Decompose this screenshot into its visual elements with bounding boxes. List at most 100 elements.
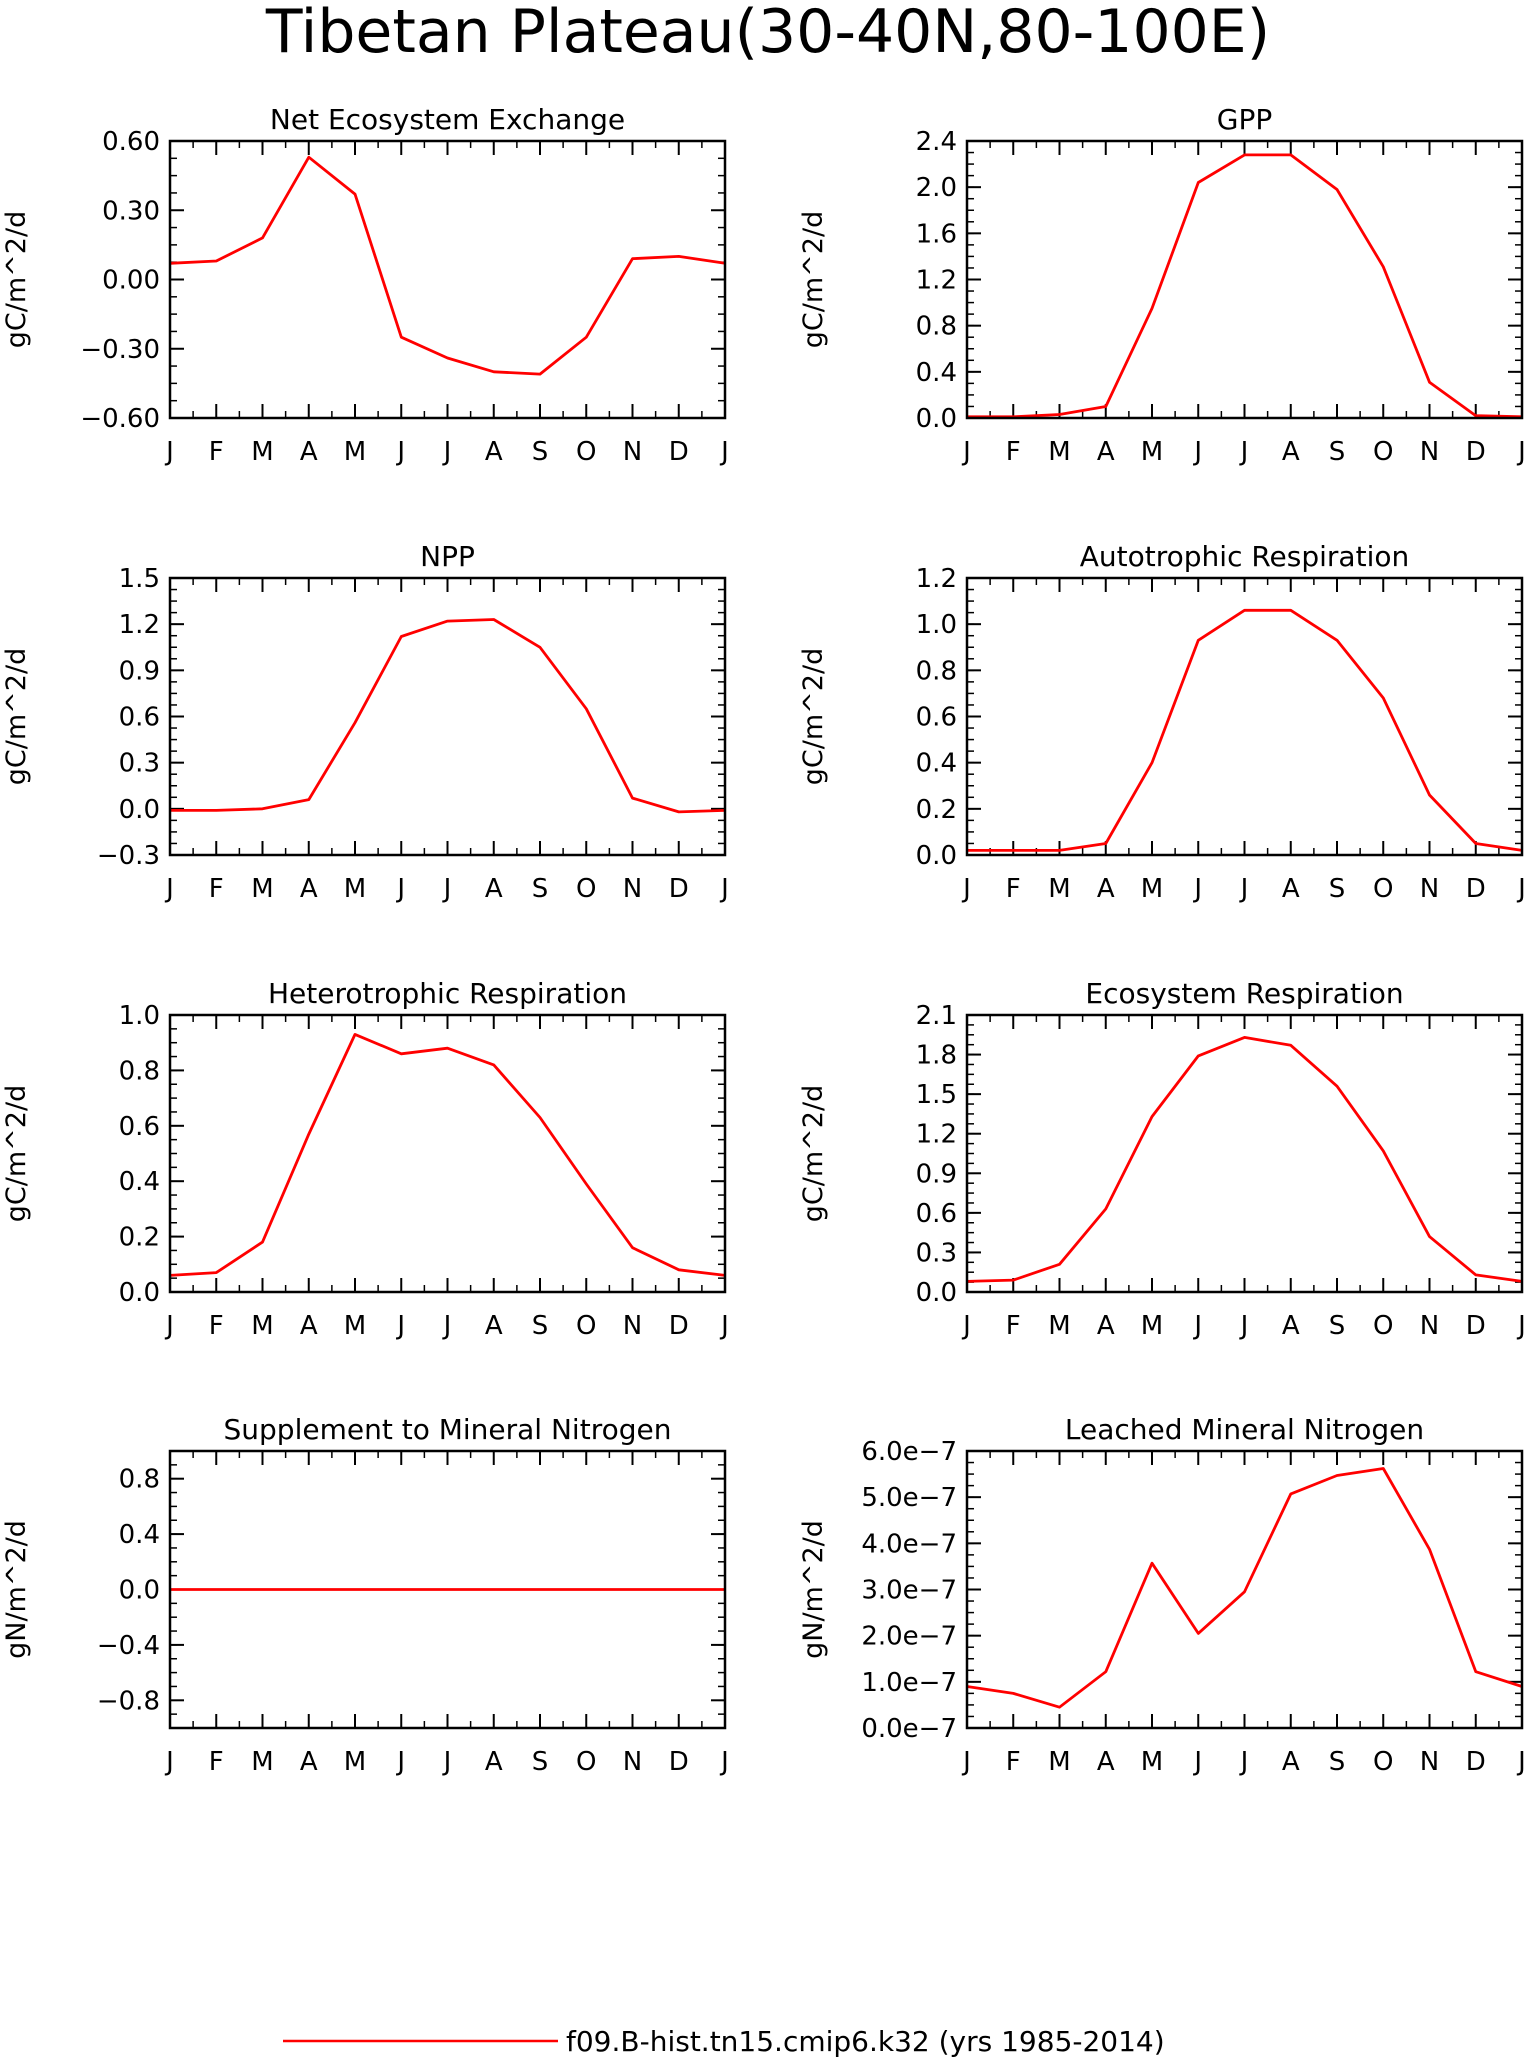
x-tick-label: A	[485, 1747, 503, 1777]
y-tick-label: 0.4	[916, 749, 957, 779]
x-tick-label: J	[1239, 1311, 1249, 1341]
y-tick-label: 5.0e−7	[861, 1483, 957, 1513]
x-tick-label: J	[395, 437, 405, 467]
x-tick-label: J	[442, 874, 452, 904]
x-tick-label: J	[442, 1311, 452, 1341]
y-tick-label: 0.8	[916, 312, 957, 342]
x-tick-label: S	[1329, 437, 1346, 467]
x-tick-label: M	[344, 1311, 366, 1341]
x-tick-label: A	[1282, 1311, 1300, 1341]
series-line	[967, 153, 1523, 419]
x-tick-label: J	[395, 1311, 405, 1341]
y-tick-label: 0.3	[916, 1238, 957, 1268]
panel-title: Supplement to Mineral Nitrogen	[224, 1413, 672, 1446]
x-tick-label: S	[532, 874, 549, 904]
y-tick-label: 1.0	[916, 610, 957, 640]
panel-title: NPP	[420, 540, 475, 573]
y-tick-label: 0.8	[119, 1465, 160, 1495]
x-tick-label: M	[1141, 437, 1163, 467]
x-tick-label: J	[164, 1747, 174, 1777]
x-tick-label: M	[344, 437, 366, 467]
series-line	[169, 1033, 726, 1277]
plot-frame	[965, 576, 1524, 857]
x-tick-label: J	[1516, 1747, 1526, 1777]
y-tick-label: 0.8	[119, 1056, 160, 1086]
x-tick-label: F	[1006, 437, 1021, 467]
x-tick-label: S	[532, 1311, 549, 1341]
y-axis-label: gC/m^2/d	[1, 211, 32, 348]
x-tick-label: J	[1192, 874, 1202, 904]
x-tick-label: A	[485, 1311, 503, 1341]
y-tick-label: 0.0	[916, 841, 957, 871]
x-tick-label: A	[300, 1747, 318, 1777]
y-tick-label: 0.6	[119, 703, 160, 733]
x-tick-label: M	[1141, 874, 1163, 904]
y-tick-label: 2.1	[916, 1001, 957, 1031]
x-tick-label: J	[1192, 1747, 1202, 1777]
x-tick-label: N	[1420, 1311, 1439, 1341]
y-axis-label: gC/m^2/d	[798, 648, 829, 785]
x-tick-label: J	[1516, 437, 1526, 467]
x-tick-label: N	[623, 437, 642, 467]
panel-title: Leached Mineral Nitrogen	[1065, 1413, 1424, 1446]
y-tick-label: 0.0	[916, 1278, 957, 1308]
x-tick-label: M	[1048, 1311, 1070, 1341]
x-tick-label: S	[1329, 874, 1346, 904]
y-tick-label: 0.4	[119, 1520, 160, 1550]
y-tick-label: 0.8	[916, 656, 957, 686]
x-tick-label: N	[623, 1747, 642, 1777]
y-axis-label: gC/m^2/d	[1, 648, 32, 785]
x-tick-label: A	[1097, 874, 1115, 904]
x-tick-label: J	[961, 1747, 971, 1777]
x-tick-label: J	[442, 1747, 452, 1777]
y-tick-label: 0.60	[102, 127, 160, 157]
y-tick-label: 0.6	[916, 703, 957, 733]
y-axis-label: gC/m^2/d	[798, 1085, 829, 1222]
x-tick-label: A	[300, 874, 318, 904]
x-tick-label: M	[251, 1311, 273, 1341]
x-tick-label: A	[300, 1311, 318, 1341]
plot-frame	[168, 139, 727, 420]
panel-title: GPP	[1217, 103, 1272, 136]
x-tick-label: D	[1466, 1747, 1486, 1777]
y-tick-label: −0.8	[97, 1686, 160, 1716]
x-tick-label: A	[1282, 874, 1300, 904]
plot-frame	[965, 139, 1524, 420]
y-tick-label: 0.3	[119, 749, 160, 779]
panel-title: Ecosystem Respiration	[1085, 977, 1403, 1010]
y-tick-label: 1.5	[916, 1080, 957, 1110]
y-tick-label: 2.0	[916, 173, 957, 203]
y-tick-label: 2.4	[916, 127, 957, 157]
x-tick-label: M	[1141, 1311, 1163, 1341]
x-tick-label: A	[1097, 1311, 1115, 1341]
figure-title: Tibetan Plateau(30-40N,80-100E)	[265, 0, 1270, 67]
x-tick-label: F	[209, 874, 224, 904]
x-tick-label: J	[1239, 874, 1249, 904]
legend: f09.B-hist.tn15.cmip6.k32 (yrs 1985-2014…	[283, 2025, 1165, 2058]
x-tick-label: S	[1329, 1311, 1346, 1341]
plot-frame	[965, 1449, 1524, 1730]
x-tick-label: J	[961, 1311, 971, 1341]
x-tick-label: M	[344, 1747, 366, 1777]
series-line	[966, 1036, 1523, 1283]
x-tick-label: M	[251, 437, 273, 467]
x-tick-label: N	[1420, 437, 1439, 467]
y-tick-label: 1.6	[916, 219, 957, 249]
y-tick-label: −0.60	[80, 404, 160, 434]
y-tick-label: 0.0	[916, 404, 957, 434]
y-tick-label: −0.30	[80, 335, 160, 365]
x-tick-label: N	[1420, 1747, 1439, 1777]
x-tick-label: O	[576, 1747, 596, 1777]
x-tick-label: J	[1516, 874, 1526, 904]
y-tick-label: 2.0e−7	[861, 1622, 957, 1652]
plot-frame	[168, 1013, 727, 1294]
x-tick-label: J	[442, 437, 452, 467]
y-axis-label: gC/m^2/d	[1, 1085, 32, 1222]
chart-panel: Supplement to Mineral Nitrogen gN/m^2/d J F…	[1, 1413, 729, 1777]
panel-title: Heterotrophic Respiration	[268, 977, 627, 1010]
y-tick-label: 0.0e−7	[861, 1714, 957, 1744]
y-tick-label: 0.9	[119, 656, 160, 686]
series-line	[170, 618, 726, 814]
legend-label: f09.B-hist.tn15.cmip6.k32 (yrs 1985-2014…	[566, 2025, 1165, 2058]
